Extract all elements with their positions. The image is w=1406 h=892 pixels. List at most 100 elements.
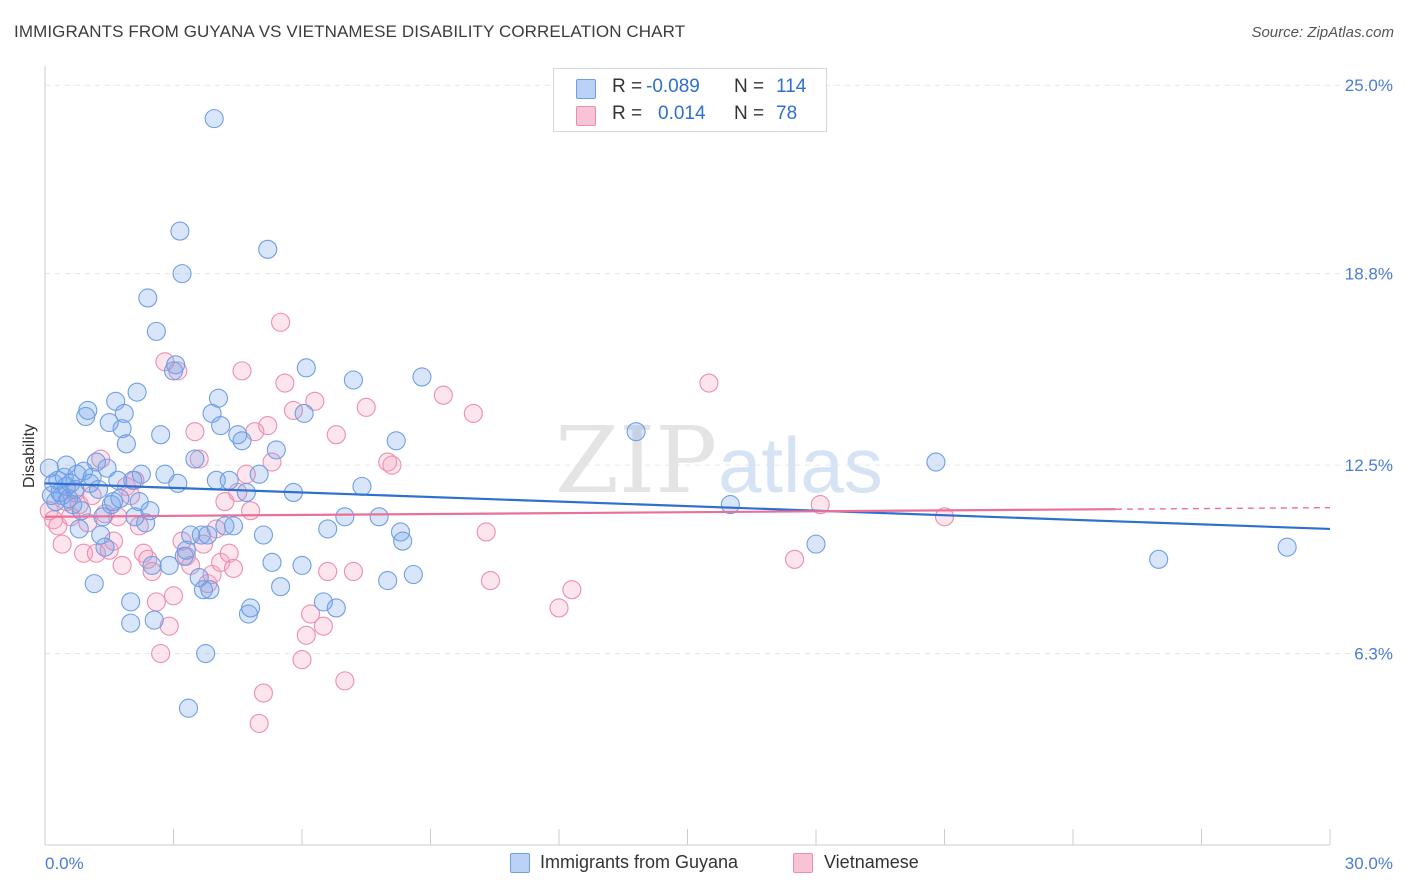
y-tick-label: 18.8% (1345, 265, 1393, 284)
point-vietnamese (463, 403, 483, 423)
point-guyana (86, 452, 106, 472)
point-vietnamese (271, 312, 291, 332)
watermark-atlas: atlas (718, 421, 883, 509)
point-guyana (253, 525, 274, 545)
point-vietnamese (305, 391, 325, 411)
point-guyana (172, 264, 192, 284)
point-guyana (1149, 549, 1169, 569)
point-vietnamese (810, 495, 830, 515)
point-vietnamese (146, 592, 166, 612)
point-guyana (393, 531, 413, 551)
legend-n-value: 78 (776, 103, 798, 124)
series-label-guyana: Immigrants from Guyana (540, 852, 739, 872)
point-guyana (97, 458, 117, 478)
series-swatch-vietnamese (793, 853, 813, 873)
point-guyana (258, 239, 278, 259)
point-vietnamese (185, 422, 205, 442)
y-axis-label: Disability (21, 424, 38, 488)
point-vietnamese (480, 571, 501, 591)
y-tick-label: 6.3% (1354, 645, 1393, 664)
point-guyana (159, 555, 179, 575)
point-vietnamese (262, 452, 282, 472)
point-guyana (84, 574, 104, 594)
point-vietnamese (219, 543, 239, 563)
point-vietnamese (52, 534, 72, 554)
point-guyana (78, 400, 98, 420)
point-vietnamese (785, 549, 805, 569)
legend-row-vietnamese: R = 0.014 N = 78 (554, 100, 826, 128)
point-guyana (170, 221, 190, 241)
point-guyana (219, 470, 239, 490)
point-vietnamese (699, 373, 719, 393)
point-vietnamese (356, 397, 376, 417)
gridlines (45, 84, 1395, 655)
point-guyana (110, 488, 130, 509)
point-vietnamese (142, 561, 162, 582)
point-vietnamese (313, 616, 333, 636)
point-vietnamese (223, 558, 244, 578)
point-vietnamese (283, 400, 303, 420)
point-guyana (926, 452, 946, 472)
legend-n-label: N = (734, 103, 765, 124)
point-guyana (138, 288, 158, 308)
point-guyana (88, 479, 109, 499)
point-guyana (196, 643, 216, 664)
point-vietnamese (258, 416, 278, 436)
point-vietnamese (163, 586, 184, 606)
source-attribution: Source: ZipAtlas.com (1251, 24, 1394, 41)
point-vietnamese (562, 580, 582, 600)
point-vietnamese (433, 385, 453, 405)
point-vietnamese (549, 598, 569, 618)
x-tick-label: 30.0% (1345, 854, 1393, 873)
point-vietnamese (189, 449, 209, 469)
point-guyana (318, 519, 338, 539)
point-guyana (193, 580, 214, 600)
point-vietnamese (343, 561, 363, 582)
x-tick-label: 0.0% (45, 854, 84, 873)
point-guyana (200, 580, 220, 600)
point-guyana (176, 540, 196, 560)
point-guyana (241, 598, 261, 618)
point-vietnamese (296, 625, 316, 645)
trend-line-vietnamese-extension (1115, 506, 1331, 510)
trend-line-vietnamese (44, 508, 1116, 518)
series-swatch-guyana (510, 853, 530, 873)
point-guyana (116, 434, 136, 454)
point-guyana (198, 525, 218, 545)
point-guyana (178, 698, 199, 718)
point-vietnamese (249, 713, 269, 733)
point-guyana (806, 534, 826, 554)
legend-swatch-vietnamese (576, 106, 596, 126)
point-guyana (262, 552, 282, 572)
point-guyana (185, 449, 205, 469)
point-guyana (144, 610, 164, 630)
point-guyana (223, 516, 244, 536)
point-guyana (121, 613, 141, 633)
point-guyana (114, 403, 134, 423)
point-guyana (131, 464, 151, 484)
legend-row-guyana: R = -0.089 N = 114 (554, 73, 826, 101)
point-vietnamese (476, 522, 496, 542)
legend-swatch-guyana (576, 79, 596, 99)
point-guyana (82, 467, 102, 487)
point-guyana (71, 501, 91, 521)
point-guyana (204, 109, 224, 129)
point-vietnamese (326, 425, 346, 445)
point-guyana (296, 358, 316, 378)
point-guyana (211, 416, 231, 436)
trend-line-guyana (44, 482, 1331, 531)
watermark: ZIP atlas (555, 407, 883, 514)
point-guyana (369, 507, 389, 527)
point-vietnamese (151, 643, 171, 664)
point-guyana (343, 370, 363, 390)
point-guyana (127, 382, 147, 402)
point-guyana (335, 507, 355, 527)
point-guyana (136, 513, 156, 533)
point-guyana (121, 592, 141, 612)
point-guyana (403, 564, 423, 585)
point-guyana (189, 567, 209, 588)
legend-r-value: 0.014 (658, 103, 706, 124)
point-guyana (266, 440, 286, 460)
y-tick-label: 12.5% (1345, 456, 1393, 475)
point-guyana (142, 555, 162, 575)
